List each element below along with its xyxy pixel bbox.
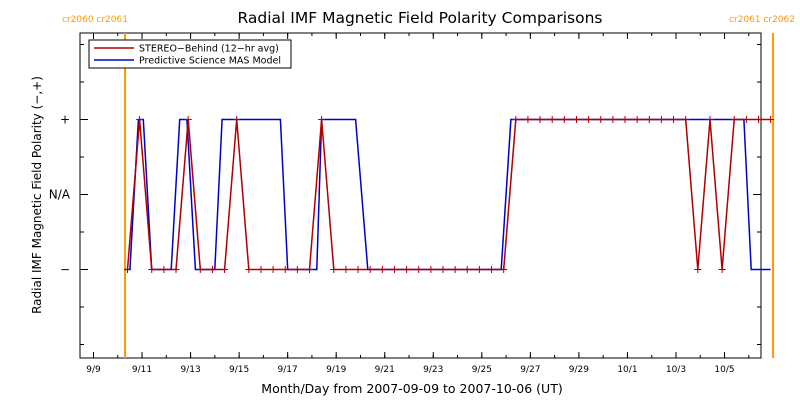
data-point — [354, 266, 362, 273]
data-point — [670, 116, 678, 123]
series-layer — [123, 116, 775, 273]
carrington-label: cr2060 cr2061 — [62, 15, 128, 25]
y-axis-label: Radial IMF Magnetic Field Polarity (−,+) — [30, 76, 44, 314]
data-point — [463, 266, 471, 273]
data-point — [293, 266, 301, 273]
carrington-label: cr2061 cr2062 — [729, 15, 795, 25]
data-point — [245, 266, 253, 273]
data-point — [257, 266, 265, 273]
data-point — [524, 116, 532, 123]
data-point — [196, 266, 204, 273]
data-point — [233, 116, 241, 123]
legend: STEREO−Behind (12−hr avg) Predictive Sci… — [88, 39, 292, 69]
data-point — [318, 116, 326, 123]
x-tick-label: 9/29 — [569, 365, 589, 375]
x-tick-label: 9/13 — [180, 365, 200, 375]
data-point — [148, 266, 156, 273]
data-point — [694, 266, 702, 273]
x-tick-label: 9/9 — [86, 365, 101, 375]
data-point — [439, 266, 447, 273]
data-point — [184, 116, 192, 123]
data-point — [390, 266, 398, 273]
data-point — [585, 116, 593, 123]
x-tick-label: 9/27 — [520, 365, 540, 375]
data-point — [403, 266, 411, 273]
data-point — [682, 116, 690, 123]
series-line-stereo — [126, 118, 771, 271]
x-tick-label: 9/25 — [472, 365, 492, 375]
data-point — [572, 116, 580, 123]
carrington-markers: cr2060 cr2061 cr2061 cr2062 — [62, 15, 795, 358]
x-tick-label: 9/21 — [375, 365, 395, 375]
data-point — [706, 116, 714, 123]
legend-box — [88, 39, 292, 69]
data-point — [306, 266, 314, 273]
data-point — [597, 116, 605, 123]
data-point — [536, 116, 544, 123]
data-point — [221, 266, 229, 273]
legend-label-model: Predictive Science MAS Model — [139, 56, 281, 67]
y-tick-label: − — [60, 263, 70, 277]
data-point — [160, 266, 168, 273]
y-tick-label: + — [60, 113, 70, 127]
x-axis-label: Month/Day from 2007-09-09 to 2007-10-06 … — [261, 381, 562, 396]
data-point — [208, 266, 216, 273]
data-point — [342, 266, 350, 273]
plot-frame — [79, 32, 762, 359]
data-point — [645, 116, 653, 123]
x-tick-label: 9/23 — [423, 365, 443, 375]
y-tick-label: N/A — [49, 188, 71, 202]
data-point — [366, 266, 374, 273]
legend-label-stereo: STEREO−Behind (12−hr avg) — [139, 44, 279, 55]
x-tick-label: 10/1 — [617, 365, 637, 375]
series-line-model — [125, 118, 771, 271]
x-tick-label: 10/3 — [666, 365, 686, 375]
x-tick-label: 9/11 — [132, 365, 152, 375]
x-tick-label: 10/5 — [714, 365, 734, 375]
data-point — [500, 266, 508, 273]
data-point — [621, 116, 629, 123]
data-point — [718, 266, 726, 273]
data-point — [657, 116, 665, 123]
data-point — [548, 116, 556, 123]
data-point — [415, 266, 423, 273]
data-point — [767, 116, 775, 123]
data-point — [123, 266, 131, 273]
data-point — [730, 116, 738, 123]
chart-title: Radial IMF Magnetic Field Polarity Compa… — [237, 9, 602, 27]
x-tick-label: 9/19 — [326, 365, 346, 375]
data-point — [488, 266, 496, 273]
data-point — [560, 116, 568, 123]
data-point — [136, 116, 144, 123]
tick-layer: 9/9 9/11 9/13 9/15 9/17 9/19 9/21 9/23 9/25 9/27 9… — [49, 33, 761, 375]
data-point — [378, 266, 386, 273]
data-point — [512, 116, 520, 123]
data-point — [281, 266, 289, 273]
data-point — [633, 116, 641, 123]
data-point — [742, 116, 750, 123]
x-tick-label: 9/17 — [278, 365, 298, 375]
data-point — [330, 266, 338, 273]
data-point — [754, 116, 762, 123]
data-point — [609, 116, 617, 123]
data-point — [451, 266, 459, 273]
x-tick-label: 9/15 — [229, 365, 249, 375]
data-point — [269, 266, 277, 273]
data-point — [475, 266, 483, 273]
data-point — [427, 266, 435, 273]
data-point — [172, 266, 180, 273]
